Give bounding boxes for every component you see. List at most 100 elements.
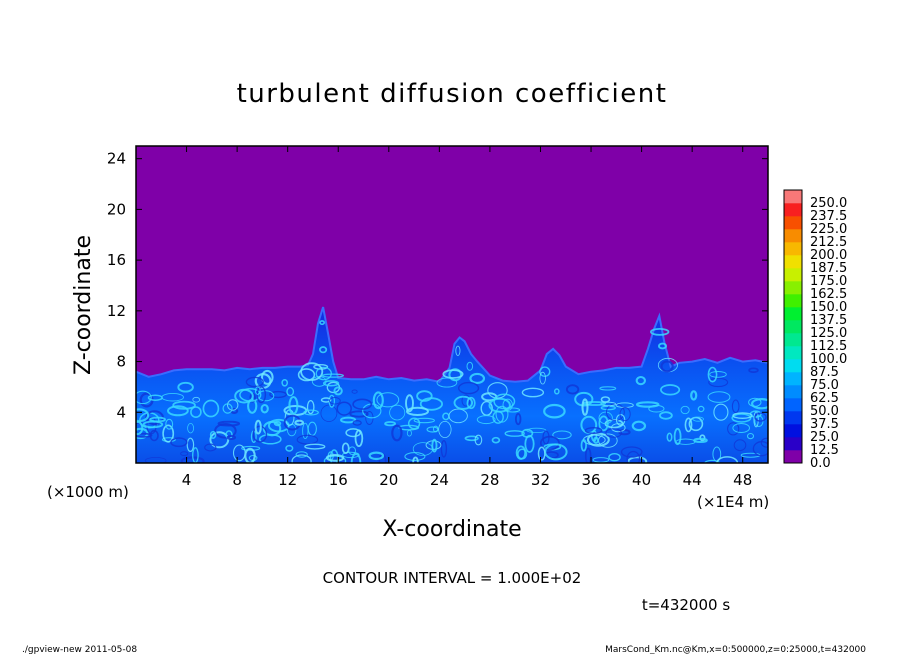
eddy-mark <box>442 369 464 379</box>
eddy-mark <box>592 457 610 463</box>
eddy-mark <box>690 390 698 401</box>
eddy-mark <box>733 439 747 452</box>
eddy-mark <box>684 417 693 433</box>
eddy-mark <box>709 371 727 378</box>
eddy-mark <box>584 447 592 463</box>
eddy-mark <box>436 377 458 388</box>
colorbar-label: 175.0 <box>810 274 847 289</box>
eddy-mark <box>412 442 433 456</box>
eddy-mark <box>461 394 471 407</box>
y-tick-label: 8 <box>116 353 126 371</box>
eddy-mark <box>707 391 731 403</box>
colorbar-label: 75.0 <box>810 378 839 393</box>
footer-left: ./gpview-new 2011-05-08 <box>22 645 137 654</box>
y-axis-unit: (×1000 m) <box>47 483 129 501</box>
eddy-mark <box>754 412 767 422</box>
eddy-mark <box>504 430 525 437</box>
colorbar-swatch <box>784 268 802 282</box>
eddy-mark <box>708 377 729 388</box>
colorbar-swatch <box>784 229 802 243</box>
eddy-mark <box>389 404 406 421</box>
eddy-mark <box>707 366 718 383</box>
eddy-mark <box>320 404 338 422</box>
eddy-mark <box>713 403 729 421</box>
eddy-mark <box>565 384 580 395</box>
eddy-mark <box>136 420 144 436</box>
eddy-mark <box>209 430 217 439</box>
eddy-mark <box>187 423 195 434</box>
eddy-mark <box>748 367 759 373</box>
eddy-mark <box>192 396 201 403</box>
eddy-mark <box>239 387 262 402</box>
eddy-mark <box>438 420 452 438</box>
eddy-mark <box>149 416 166 423</box>
eddy-mark <box>320 397 332 403</box>
eddy-mark <box>608 453 621 462</box>
colorbar-swatch <box>784 203 802 217</box>
eddy-mark <box>286 386 295 397</box>
eddy-mark <box>325 454 345 462</box>
eddy-mark <box>455 345 461 356</box>
eddy-mark <box>466 361 474 371</box>
eddy-mark <box>539 371 546 385</box>
eddy-mark <box>521 428 534 438</box>
eddy-mark <box>431 438 438 453</box>
eddy-mark <box>432 425 439 433</box>
eddy-mark <box>598 411 613 425</box>
eddy-mark <box>319 320 325 326</box>
eddy-mark <box>542 430 550 445</box>
eddy-mark <box>227 399 239 411</box>
eddy-mark <box>323 380 340 387</box>
eddy-mark <box>294 419 305 426</box>
eddy-mark <box>149 429 159 442</box>
eddy-mark <box>659 411 673 420</box>
eddy-mark <box>727 422 740 436</box>
contour-interval-text: CONTOUR INTERVAL = 1.000E+02 <box>323 569 582 587</box>
x-tick-label: 24 <box>430 471 449 489</box>
eddy-mark <box>376 392 400 408</box>
colorbar-swatch <box>784 255 802 269</box>
x-tick-label: 44 <box>683 471 702 489</box>
eddy-mark <box>321 373 344 378</box>
eddy-mark <box>288 395 299 415</box>
y-tick-label: 4 <box>116 403 126 421</box>
eddy-mark <box>598 415 609 432</box>
colorbar-label: 125.0 <box>810 326 847 341</box>
eddy-mark <box>405 394 414 413</box>
eddy-mark <box>626 450 641 463</box>
footer-right: MarsCond_Km.nc@Km,x=0:500000,z=0:25000,t… <box>605 645 866 654</box>
eddy-mark <box>487 382 508 399</box>
colorbar-frame <box>783 189 803 464</box>
eddy-mark <box>474 434 483 446</box>
eddy-mark <box>605 428 623 438</box>
eddy-mark <box>619 407 631 422</box>
eddy-mark <box>552 430 572 440</box>
colorbar-label: 87.5 <box>810 365 839 380</box>
eddy-mark <box>413 417 435 424</box>
eddy-mark <box>666 432 673 442</box>
colorbar-label: 112.5 <box>810 339 847 354</box>
eddy-mark <box>419 397 443 411</box>
eddy-mark <box>599 386 617 391</box>
eddy-mark <box>336 401 352 416</box>
eddy-mark <box>553 388 560 395</box>
eddy-mark <box>440 439 448 458</box>
eddy-mark <box>372 391 384 410</box>
eddy-mark <box>537 446 546 461</box>
eddy-mark <box>620 446 643 458</box>
eddy-mark <box>407 417 421 430</box>
eddy-mark <box>348 446 357 456</box>
eddy-mark <box>751 398 768 410</box>
eddy-mark <box>329 397 341 405</box>
colorbar-label: 137.5 <box>810 313 847 328</box>
eddy-mark <box>165 418 174 430</box>
eddy-mark <box>406 406 429 416</box>
eddy-mark <box>515 445 527 460</box>
chart-title: turbulent diffusion coefficient <box>237 79 668 109</box>
x-axis: 4 8 12 16 20 24 28 32 36 40 44 48 <box>182 146 752 489</box>
eddy-mark <box>281 378 289 387</box>
eddy-mark <box>254 419 262 435</box>
eddy-mark <box>167 405 189 417</box>
colorbar-label: 237.5 <box>810 209 847 224</box>
eddy-mark <box>502 398 513 411</box>
